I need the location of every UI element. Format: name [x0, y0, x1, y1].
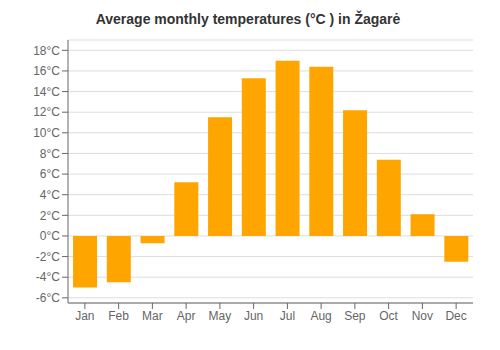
svg-text:10°C: 10°C: [33, 126, 60, 140]
svg-text:Feb: Feb: [108, 309, 129, 323]
svg-text:-2°C: -2°C: [36, 250, 60, 264]
svg-text:Sep: Sep: [344, 309, 366, 323]
svg-text:Oct: Oct: [379, 309, 398, 323]
svg-text:-4°C: -4°C: [36, 270, 60, 284]
svg-text:Jun: Jun: [244, 309, 263, 323]
svg-text:8°C: 8°C: [40, 147, 60, 161]
svg-text:Jan: Jan: [75, 309, 94, 323]
svg-text:Nov: Nov: [412, 309, 433, 323]
svg-text:Aug: Aug: [310, 309, 331, 323]
svg-text:May: May: [209, 309, 232, 323]
svg-text:Mar: Mar: [142, 309, 163, 323]
svg-text:6°C: 6°C: [40, 167, 60, 181]
svg-text:4°C: 4°C: [40, 188, 60, 202]
svg-text:16°C: 16°C: [33, 64, 60, 78]
svg-text:0°C: 0°C: [40, 229, 60, 243]
svg-text:-6°C: -6°C: [36, 291, 60, 305]
svg-text:18°C: 18°C: [33, 44, 60, 58]
html-text:Average monthly temperatures (: Average monthly temperatures (°C ) in Ža…: [95, 11, 401, 27]
svg-text:Apr: Apr: [177, 309, 196, 323]
svg-text:Jul: Jul: [280, 309, 295, 323]
svg-text:2°C: 2°C: [40, 209, 60, 223]
svg-text:12°C: 12°C: [33, 105, 60, 119]
svg-text:14°C: 14°C: [33, 85, 60, 99]
svg-text:Dec: Dec: [445, 309, 466, 323]
